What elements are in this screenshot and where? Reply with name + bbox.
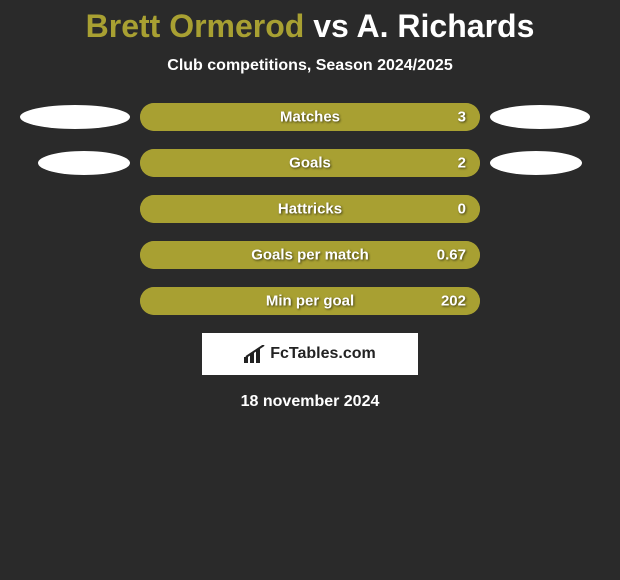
stats-list: Matches 3 Goals 2 Hattricks 0 Goals per match 0… bbox=[0, 103, 620, 315]
stat-label: Matches bbox=[280, 109, 340, 126]
date-label: 18 november 2024 bbox=[0, 393, 620, 411]
player2-ellipse bbox=[490, 151, 582, 175]
page-title: Brett Ormerod vs A. Richards bbox=[0, 8, 620, 45]
left-ellipse-slot bbox=[6, 105, 130, 129]
stat-value: 2 bbox=[458, 155, 466, 172]
stat-bar: Goals per match 0.67 bbox=[140, 241, 480, 269]
stat-bar: Min per goal 202 bbox=[140, 287, 480, 315]
stat-value: 0.67 bbox=[437, 247, 466, 264]
attribution-badge: FcTables.com bbox=[202, 333, 418, 375]
stat-value: 3 bbox=[458, 109, 466, 126]
comparison-infographic: Brett Ormerod vs A. Richards Club compet… bbox=[0, 0, 620, 411]
subtitle: Club competitions, Season 2024/2025 bbox=[0, 57, 620, 75]
right-ellipse-slot bbox=[490, 105, 614, 129]
title-player1: Brett Ormerod bbox=[86, 8, 305, 44]
stat-bar: Goals 2 bbox=[140, 149, 480, 177]
stat-label: Goals bbox=[289, 155, 331, 172]
player2-ellipse bbox=[490, 105, 590, 129]
stat-row: Hattricks 0 bbox=[0, 195, 620, 223]
stat-label: Goals per match bbox=[251, 247, 369, 264]
stat-row: Matches 3 bbox=[0, 103, 620, 131]
left-ellipse-slot bbox=[6, 151, 130, 175]
stat-value: 0 bbox=[458, 201, 466, 218]
title-player2: A. Richards bbox=[357, 8, 535, 44]
attribution-text: FcTables.com bbox=[270, 345, 376, 363]
stat-bar: Matches 3 bbox=[140, 103, 480, 131]
player1-ellipse bbox=[38, 151, 130, 175]
stat-row: Goals 2 bbox=[0, 149, 620, 177]
player1-ellipse bbox=[20, 105, 130, 129]
bars-icon bbox=[244, 345, 266, 363]
stat-label: Min per goal bbox=[266, 293, 354, 310]
title-vs: vs bbox=[304, 8, 356, 44]
stat-bar: Hattricks 0 bbox=[140, 195, 480, 223]
stat-label: Hattricks bbox=[278, 201, 342, 218]
stat-value: 202 bbox=[441, 293, 466, 310]
stat-row: Min per goal 202 bbox=[0, 287, 620, 315]
right-ellipse-slot bbox=[490, 151, 614, 175]
stat-row: Goals per match 0.67 bbox=[0, 241, 620, 269]
